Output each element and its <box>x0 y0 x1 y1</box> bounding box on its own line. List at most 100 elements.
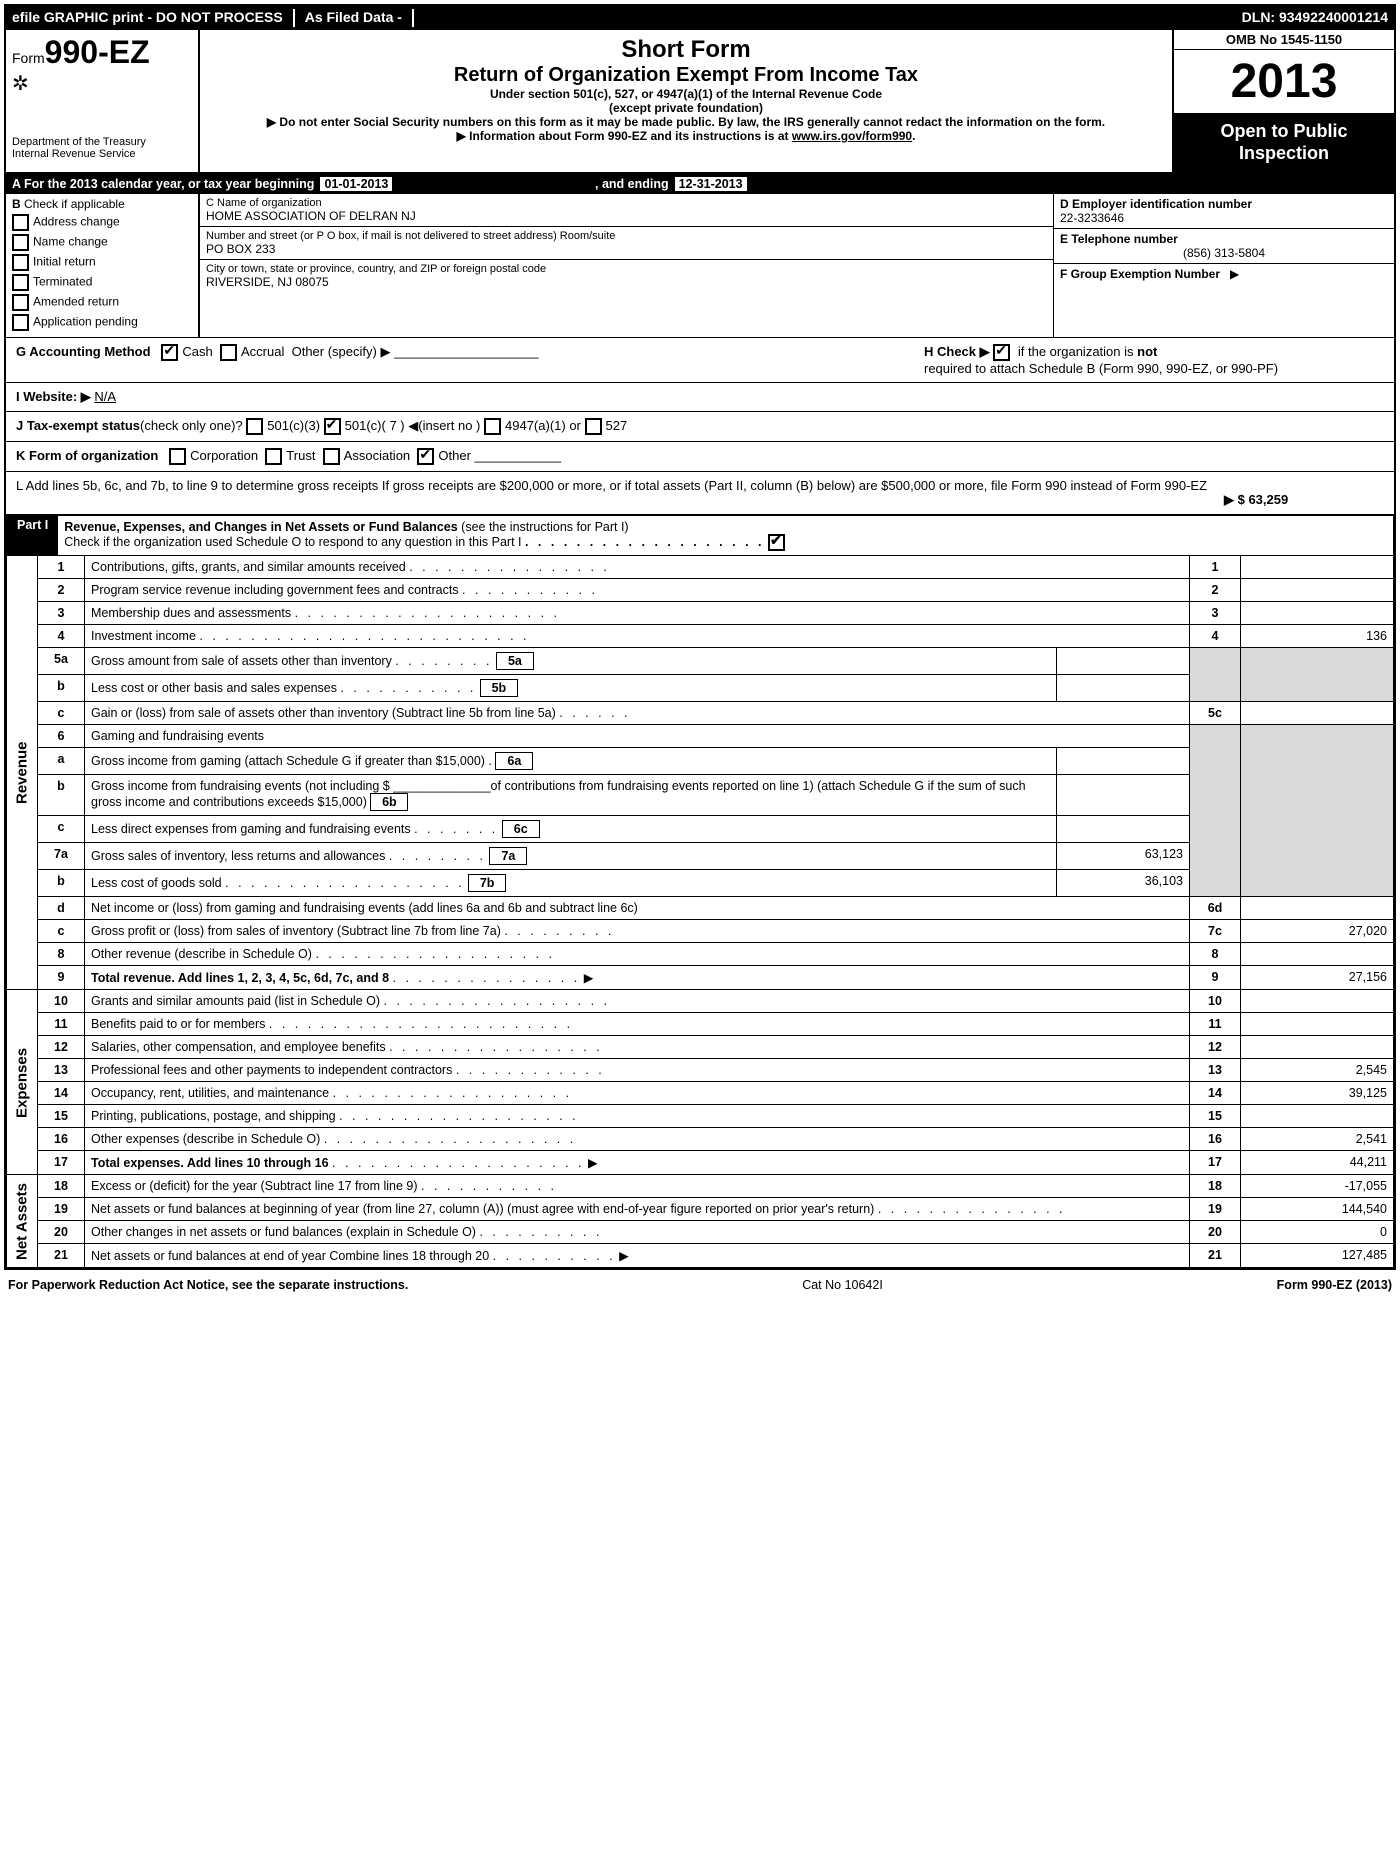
b-checkbox[interactable] <box>12 214 29 231</box>
box-6a: 6a <box>495 752 533 770</box>
amt-9: 27,156 <box>1241 966 1394 990</box>
corp-checkbox[interactable] <box>169 448 186 465</box>
num-2: 2 <box>1190 579 1241 602</box>
line-6b-text: Gross income from fundraising events (no… <box>91 779 1026 809</box>
h-checkbox[interactable] <box>993 344 1010 361</box>
assoc-checkbox[interactable] <box>323 448 340 465</box>
cash-checkbox[interactable] <box>161 344 178 361</box>
f-label: F Group Exemption Number <box>1060 267 1220 281</box>
box-7b: 7b <box>468 874 506 892</box>
ln-5c: c <box>38 702 85 725</box>
f-arrow: ▶ <box>1230 267 1239 281</box>
box-6c-amt <box>1057 816 1190 843</box>
box-6c: 6c <box>502 820 540 838</box>
box-6b-amt <box>1057 775 1190 816</box>
line-a: A For the 2013 calendar year, or tax yea… <box>6 174 1394 194</box>
line-5c-text: Gain or (loss) from sale of assets other… <box>91 706 556 720</box>
ln-4: 4 <box>38 625 85 648</box>
4947-checkbox[interactable] <box>484 418 501 435</box>
b-checkbox[interactable] <box>12 314 29 331</box>
line-l-row: L Add lines 5b, 6c, and 7b, to line 9 to… <box>6 472 1394 515</box>
accrual-label: Accrual <box>241 344 284 359</box>
asfiled-label: As Filed Data - <box>305 9 402 27</box>
schedule-o-checkbox[interactable] <box>768 534 785 551</box>
line-9-text: Total revenue. Add lines 1, 2, 3, 4, 5c,… <box>91 971 389 985</box>
arrow-17: ▶ <box>588 1156 598 1170</box>
b-checkbox[interactable] <box>12 254 29 271</box>
b-item-label: Terminated <box>33 275 92 289</box>
amt-20: 0 <box>1241 1221 1394 1244</box>
j-insert: ◀(insert no ) <box>408 418 480 433</box>
box-7b-amt: 36,103 <box>1057 870 1190 897</box>
box-6b: 6b <box>370 793 408 811</box>
form-990ez: efile GRAPHIC print - DO NOT PROCESS As … <box>4 4 1396 1270</box>
amt-6d <box>1241 897 1394 920</box>
ln-12: 12 <box>38 1036 85 1059</box>
tax-exempt-row: J Tax-exempt status(check only one)? 501… <box>6 412 1394 442</box>
box-5a: 5a <box>496 652 534 670</box>
ln-6b: b <box>38 775 85 816</box>
line-4-text: Investment income <box>91 629 196 643</box>
line-2-text: Program service revenue including govern… <box>91 583 459 597</box>
page-footer: For Paperwork Reduction Act Notice, see … <box>0 1274 1400 1296</box>
line-a-label: A For the 2013 calendar year, or tax yea… <box>12 177 314 191</box>
line-13-text: Professional fees and other payments to … <box>91 1063 452 1077</box>
other-label: Other (specify) ▶ <box>292 344 391 359</box>
form-number: 990-EZ <box>45 34 150 70</box>
arrow-9: ▶ <box>584 971 594 985</box>
num-20: 20 <box>1190 1221 1241 1244</box>
ln-9: 9 <box>38 966 85 990</box>
b-item-label: Name change <box>33 235 108 249</box>
ln-3: 3 <box>38 602 85 625</box>
warning-2-pre: ▶ Information about Form 990-EZ and its … <box>457 129 792 143</box>
ln-6a: a <box>38 748 85 775</box>
line-11-text: Benefits paid to or for members <box>91 1017 265 1031</box>
ln-10: 10 <box>38 990 85 1013</box>
ln-19: 19 <box>38 1198 85 1221</box>
501c-checkbox[interactable] <box>324 418 341 435</box>
e-phone: (856) 313-5804 <box>1060 246 1388 260</box>
amt-13: 2,545 <box>1241 1059 1394 1082</box>
line-19-text: Net assets or fund balances at beginning… <box>91 1202 874 1216</box>
501c3-checkbox[interactable] <box>246 418 263 435</box>
short-form-title: Short Form <box>210 36 1162 64</box>
b-checkbox[interactable] <box>12 234 29 251</box>
section-def: D Employer identification number 22-3233… <box>1054 194 1394 337</box>
amt-21: 127,485 <box>1241 1244 1394 1268</box>
k-label: K Form of organization <box>16 448 158 463</box>
ln-5a: 5a <box>38 648 85 675</box>
form-of-org-row: K Form of organization Corporation Trust… <box>6 442 1394 472</box>
other-org-checkbox[interactable] <box>417 448 434 465</box>
line-7a-text: Gross sales of inventory, less returns a… <box>91 849 385 863</box>
line-a-end: 12-31-2013 <box>675 177 747 191</box>
c-city-label: City or town, state or province, country… <box>206 263 1047 275</box>
c-street-label: Number and street (or P O box, if mail i… <box>206 230 1047 242</box>
num-21: 21 <box>1190 1244 1241 1268</box>
line-10-text: Grants and similar amounts paid (list in… <box>91 994 380 1008</box>
b-item-label: Amended return <box>33 295 119 309</box>
ln-5b: b <box>38 675 85 702</box>
box-7a-amt: 63,123 <box>1057 843 1190 870</box>
accrual-checkbox[interactable] <box>220 344 237 361</box>
line-6-text: Gaming and fundraising events <box>91 729 264 743</box>
527-checkbox[interactable] <box>585 418 602 435</box>
num-6d: 6d <box>1190 897 1241 920</box>
ln-1: 1 <box>38 556 85 579</box>
b-checkbox[interactable] <box>12 274 29 291</box>
b-checkbox[interactable] <box>12 294 29 311</box>
k-corp: Corporation <box>190 448 258 463</box>
h-label: H Check ▶ <box>924 344 990 359</box>
line-a-ending-label: , and ending <box>595 177 669 191</box>
amt-18: -17,055 <box>1241 1175 1394 1198</box>
main-title: Return of Organization Exempt From Incom… <box>210 64 1162 87</box>
line-12-text: Salaries, other compensation, and employ… <box>91 1040 386 1054</box>
trust-checkbox[interactable] <box>265 448 282 465</box>
box-5b-amt <box>1057 675 1190 702</box>
box-7a: 7a <box>489 847 527 865</box>
irs-link[interactable]: www.irs.gov/form990 <box>792 129 912 143</box>
org-info-row: B Check if applicable Address changeName… <box>6 194 1394 338</box>
form-prefix: Form <box>12 50 45 66</box>
b-item-label: Address change <box>33 215 120 229</box>
c-street: PO BOX 233 <box>206 242 1047 256</box>
subtitle-1: Under section 501(c), 527, or 4947(a)(1)… <box>210 87 1162 101</box>
